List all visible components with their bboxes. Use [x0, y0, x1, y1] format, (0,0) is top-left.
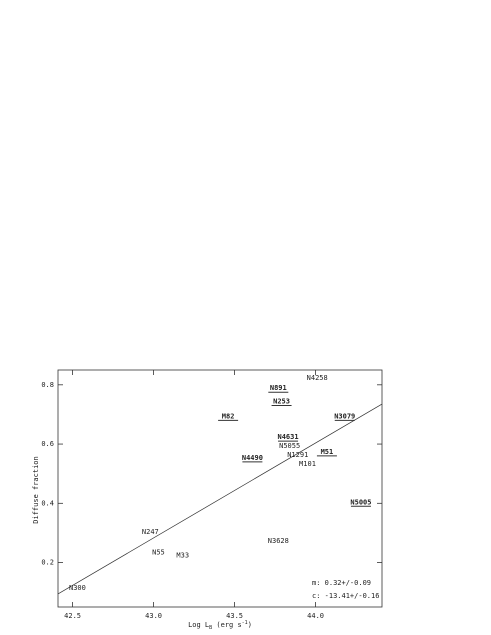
point-label: N300: [69, 584, 86, 592]
point: N1291: [287, 451, 308, 459]
x-label-sup: -1: [242, 620, 248, 626]
y-tick-label: 0.8: [41, 381, 54, 389]
x-tick-label: 42.5: [64, 612, 81, 620]
point: N891: [268, 384, 289, 393]
point: M51: [316, 448, 337, 457]
annotation: m: 0.32+/-0.09: [312, 579, 371, 587]
annotation: c: -13.41+/-0.16: [312, 592, 379, 600]
point-label: N4258: [307, 374, 328, 382]
point-label: N4490: [242, 454, 263, 462]
point-label: N3628: [268, 537, 289, 545]
y-tick-label: 0.4: [41, 499, 54, 507]
point-label: M82: [222, 412, 235, 420]
point-label: N247: [142, 528, 159, 536]
point: N253: [271, 398, 292, 407]
point-label: M51: [321, 448, 334, 456]
y-tick-label: 0.2: [41, 559, 54, 567]
x-tick-label: 43.5: [226, 612, 243, 620]
plot-frame: [57, 369, 383, 608]
x-axis-label: Log LB (erg s-1): [188, 620, 252, 631]
point: N4258: [307, 374, 328, 382]
fit-line: [57, 403, 383, 595]
point-label: M33: [176, 552, 189, 560]
point-label: N1291: [287, 451, 308, 459]
point-label: M101: [299, 460, 316, 468]
point-label: N891: [270, 384, 287, 392]
x-label-sub: B: [209, 625, 212, 631]
point-label: N3079: [334, 412, 355, 420]
point-label: N4631: [278, 433, 299, 441]
point: N4631: [278, 433, 299, 442]
point: M82: [218, 412, 239, 421]
point: N3628: [268, 537, 289, 545]
y-axis-label: Diffuse fraction: [32, 456, 40, 523]
point: N300: [69, 584, 86, 592]
x-label-part: ): [248, 621, 252, 629]
y-tick-label: 0.6: [41, 440, 54, 448]
point: M33: [176, 552, 189, 560]
point-label: N5055: [279, 442, 300, 450]
point-label: N253: [273, 398, 290, 406]
point: N55: [152, 549, 165, 557]
point: N4490: [242, 454, 263, 463]
point: N3079: [334, 412, 355, 421]
x-tick-label: 43.0: [145, 612, 162, 620]
point: N5055: [279, 442, 300, 450]
point-label: N55: [152, 549, 165, 557]
point: N5005: [350, 498, 371, 507]
point-label: N5005: [350, 498, 371, 506]
x-label-part: Log L: [188, 621, 209, 629]
x-label-part: (erg s: [212, 621, 242, 629]
point: N247: [142, 528, 159, 536]
x-tick-label: 44.0: [307, 612, 324, 620]
point: M101: [299, 460, 316, 468]
